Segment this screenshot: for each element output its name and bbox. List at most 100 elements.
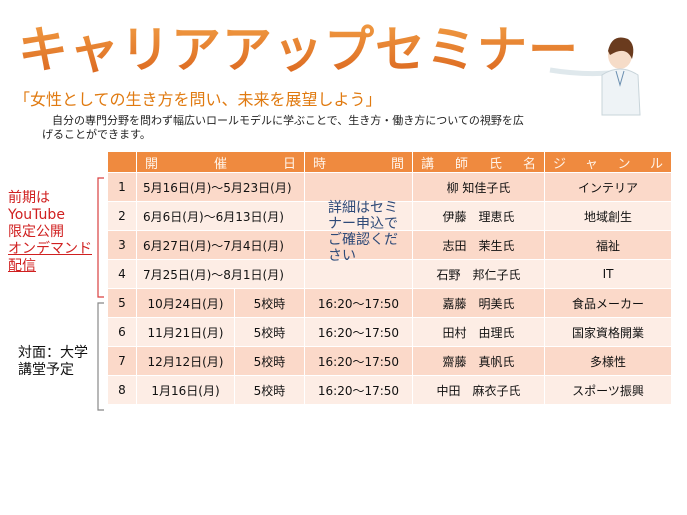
- lecturer-text: 石野 邦仁子氏: [436, 267, 521, 282]
- date-text: 7月25日(月)～8月1日(月): [143, 267, 284, 282]
- row-number: 8: [108, 376, 137, 405]
- genre-text: 食品メーカー: [571, 296, 644, 311]
- row-number-text: 4: [118, 267, 126, 281]
- lecturer: 石野 邦仁子氏: [413, 260, 545, 289]
- time-text: 16:20～17:50: [317, 354, 400, 369]
- lecturer: 中田 麻衣子氏: [413, 376, 545, 405]
- header-cell: ジャンル: [545, 152, 672, 173]
- date-text: 11月21日(月): [147, 325, 224, 340]
- period: 5校時: [235, 318, 305, 347]
- genre-text: 多様性: [589, 354, 626, 369]
- face-group: 対面：大学 講堂予定: [18, 345, 88, 379]
- lecturer-text: 齋藤 真帆氏: [442, 354, 515, 369]
- header-cell-text: ジャンル: [553, 156, 663, 172]
- period-text: 5校時: [253, 296, 286, 311]
- date: 1月16日(月): [137, 376, 235, 405]
- header-cell-text: 講師氏名: [421, 156, 536, 172]
- row-number-text: 3: [118, 238, 126, 252]
- date: 11月21日(月): [137, 318, 235, 347]
- date-text: 10月24日(月): [147, 296, 224, 311]
- row-number: 3: [108, 231, 137, 260]
- period: 5校時: [235, 347, 305, 376]
- illustration: [549, 37, 641, 116]
- header-cell-text: 開催日: [145, 156, 296, 172]
- row-number: 7: [108, 347, 137, 376]
- genre: IT: [545, 260, 672, 289]
- lecturer: 齋藤 真帆氏: [413, 347, 545, 376]
- date-text: 6月27日(月)～7月4日(月): [143, 238, 284, 253]
- time-cell: [305, 173, 413, 202]
- time-cell: [305, 202, 413, 231]
- header-cell: 時間: [305, 152, 413, 173]
- time: 16:20～17:50: [305, 347, 413, 376]
- description: 自分の専門分野を問わず幅広いロールモデルに学ぶことで、生き方・働き方についての視…: [42, 114, 524, 141]
- time-text: 16:20～17:50: [317, 383, 400, 398]
- time-cell: [305, 231, 413, 260]
- lecturer-text: 嘉藤 明美氏: [442, 296, 515, 311]
- date: 6月27日(月)～7月4日(月): [137, 231, 305, 260]
- genre-text: 福祉: [595, 238, 620, 253]
- period: 5校時: [235, 376, 305, 405]
- time: 16:20～17:50: [305, 289, 413, 318]
- time-cell: [305, 260, 413, 289]
- lecturer: 田村 由理氏: [413, 318, 545, 347]
- genre: 食品メーカー: [545, 289, 672, 318]
- row-number-text: 5: [118, 296, 126, 310]
- row-number-text: 2: [118, 209, 126, 223]
- row-number: 4: [108, 260, 137, 289]
- lecturer-text: 柳 知佳子氏: [446, 180, 511, 195]
- row-number-text: 8: [118, 383, 126, 397]
- date: 6月6日(月)～6月13日(月): [137, 202, 305, 231]
- group-link: 配信: [8, 258, 36, 274]
- time-text: 16:20～17:50: [317, 296, 400, 311]
- online-group: 前期は YouTube 限定公開 オンデマンド 配信: [8, 190, 92, 275]
- row-number-text: 7: [118, 354, 126, 368]
- genre-text: IT: [602, 267, 614, 281]
- header-cell: 開催日: [137, 152, 305, 173]
- group-line: 前期は: [8, 190, 50, 206]
- period: 5校時: [235, 289, 305, 318]
- time: 16:20～17:50: [305, 318, 413, 347]
- row-number: 1: [108, 173, 137, 202]
- note: 詳細はセミナー申込でご確認ください: [328, 200, 398, 264]
- period-text: 5校時: [253, 354, 286, 369]
- lecturer-text: 志田 茉生氏: [442, 238, 515, 253]
- date-text: 12月12日(月): [147, 354, 224, 369]
- genre: インテリア: [545, 173, 672, 202]
- time-text: 16:20～17:50: [317, 325, 400, 340]
- date-text: 1月16日(月): [151, 383, 220, 398]
- header-cell: 講師氏名: [413, 152, 545, 173]
- title: キャリアアップセミナー: [18, 10, 579, 82]
- genre: 地域創生: [545, 202, 672, 231]
- lecturer: 志田 茉生氏: [413, 231, 545, 260]
- group-line: 講堂予定: [18, 362, 74, 378]
- group-line: 対面：大学: [18, 345, 88, 361]
- genre-text: スポーツ振興: [572, 383, 644, 398]
- row-number-text: 1: [118, 180, 126, 194]
- row-number-text: 6: [118, 325, 126, 339]
- row-number: 5: [108, 289, 137, 318]
- date-text: 5月16日(月)～5月23日(月): [143, 180, 292, 195]
- header-cell-text: 時間: [313, 156, 404, 172]
- lecturer-text: 田村 由理氏: [442, 325, 515, 340]
- period-text: 5校時: [253, 383, 286, 398]
- date: 7月25日(月)～8月1日(月): [137, 260, 305, 289]
- group-line: 限定公開: [8, 224, 64, 240]
- subtitle: 「女性としての生き方を問い、未来を展望しよう」: [14, 90, 382, 109]
- date: 12月12日(月): [137, 347, 235, 376]
- genre-text: 国家資格開業: [571, 325, 644, 340]
- genre: 国家資格開業: [545, 318, 672, 347]
- lecturer-text: 伊藤 理恵氏: [442, 209, 515, 224]
- lecturer: 伊藤 理恵氏: [413, 202, 545, 231]
- genre: スポーツ振興: [545, 376, 672, 405]
- row-number: 2: [108, 202, 137, 231]
- genre: 多様性: [545, 347, 672, 376]
- genre-text: インテリア: [577, 180, 638, 195]
- group-line: YouTube: [8, 207, 65, 223]
- lecturer-text: 中田 麻衣子氏: [436, 383, 521, 398]
- date-text: 6月6日(月)～6月13日(月): [143, 209, 284, 224]
- genre: 福祉: [545, 231, 672, 260]
- header-cell: [108, 152, 137, 173]
- date: 10月24日(月): [137, 289, 235, 318]
